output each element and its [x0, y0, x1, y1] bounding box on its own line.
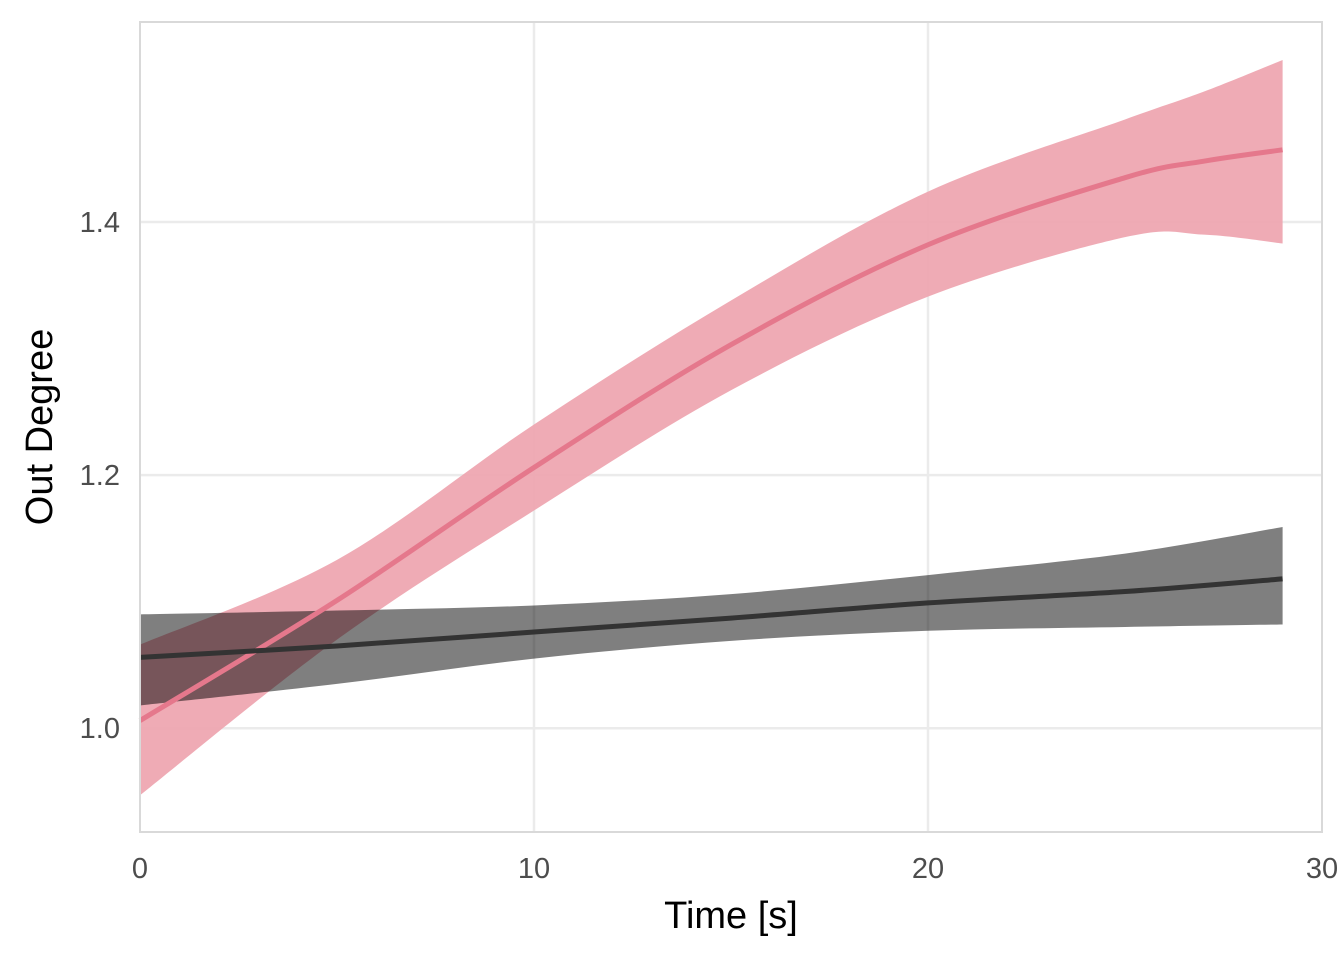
y-ticks: 1.0 1.2 1.4: [80, 207, 120, 745]
x-tick-label: 0: [132, 853, 148, 885]
x-axis-label: Time [s]: [664, 895, 798, 937]
series-line-dark: [139, 576, 1283, 660]
series-line-pink: [138, 147, 1283, 723]
x-tick-label: 20: [912, 853, 944, 885]
x-ticks: 0 10 20 30: [132, 853, 1338, 885]
confidence-band-dark: [140, 526, 1283, 706]
grid: [140, 22, 1322, 832]
y-tick-label: 1.0: [80, 713, 120, 745]
y-tick-label: 1.4: [80, 207, 120, 239]
confidence-band-pink: [140, 59, 1283, 796]
confidence-bands: [140, 59, 1283, 796]
x-tick-label: 30: [1306, 853, 1338, 885]
x-tick-label: 10: [518, 853, 550, 885]
plot-border: [139, 21, 1323, 833]
y-axis-label: Out Degree: [19, 329, 61, 525]
y-tick-label: 1.2: [80, 460, 120, 492]
series-lines: [138, 147, 1283, 723]
